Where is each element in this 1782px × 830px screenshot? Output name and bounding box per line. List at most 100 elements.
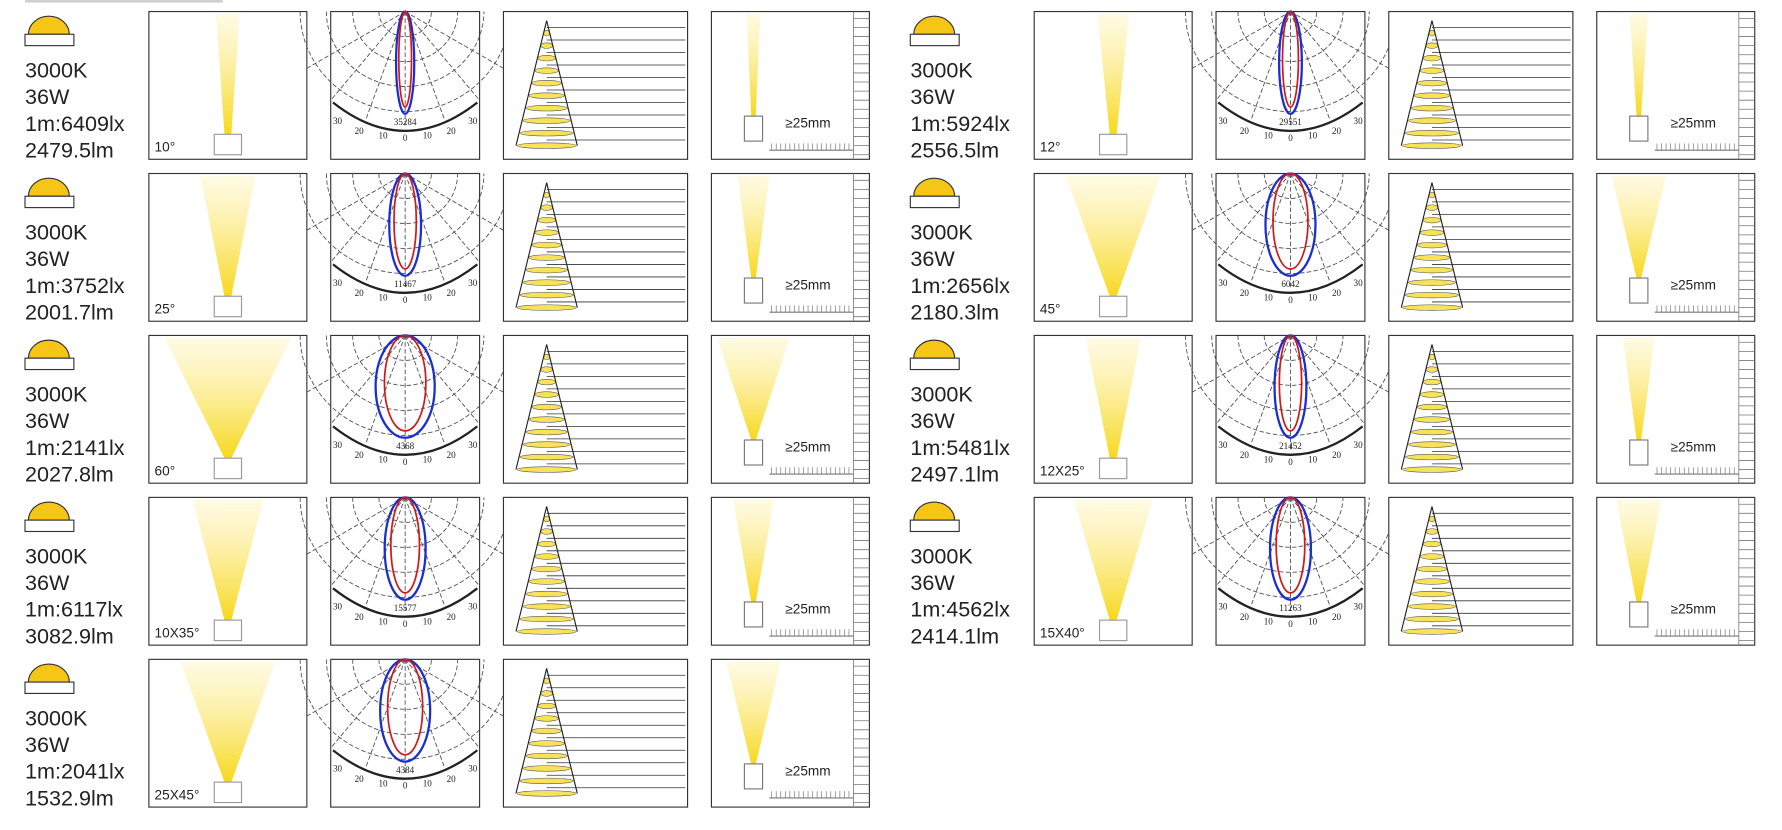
spec-power: 36W [25, 732, 70, 757]
cone-slice [1402, 628, 1462, 635]
cone-slice [1422, 55, 1442, 62]
polar-curve-red [1275, 496, 1306, 594]
polar-spoke [306, 335, 406, 393]
cone-slice [525, 105, 568, 112]
polar-axis-label: 30 [1218, 440, 1228, 450]
polar-axis-label: 20 [1240, 450, 1250, 460]
gap-label: ≥25mm [785, 601, 830, 616]
polar-axis-label: 20 [355, 450, 365, 460]
polar-ring [1211, 173, 1370, 249]
cone-slice [519, 130, 574, 137]
beam-angle: 60° [155, 463, 176, 478]
beam-cone [200, 175, 256, 297]
polar-spoke [404, 658, 504, 717]
lamp-base [909, 357, 960, 371]
polar-spoke [1290, 173, 1390, 231]
install-box [710, 172, 870, 322]
spec-cct: 3000K [25, 543, 88, 568]
polar-axis-label: 30 [468, 764, 478, 774]
cone-slice [1410, 266, 1453, 274]
install-fixture [743, 601, 764, 628]
polar-spoke [331, 659, 406, 747]
beam-angle: 10° [155, 140, 176, 155]
spec-cct: 3000K [910, 543, 973, 568]
cone-slice [1413, 578, 1450, 585]
polar-ring [1237, 335, 1344, 386]
cone-slice [1405, 615, 1459, 623]
spec-illuminance: 1m:6117lx [25, 597, 123, 622]
polar-ring [352, 335, 459, 386]
cone-outline [515, 20, 578, 146]
fixture [1098, 619, 1128, 642]
polar-axis-label: 10 [423, 778, 433, 788]
cone-slice [534, 715, 559, 722]
install-fixture [743, 763, 764, 790]
beam-cone [192, 499, 264, 621]
cone-slice [1408, 279, 1456, 286]
fixture [213, 781, 243, 804]
polar-axis-label: 10 [1264, 617, 1274, 627]
cone-slice [537, 702, 556, 710]
polar-spoke [365, 11, 406, 119]
polar-curve-red [386, 658, 424, 756]
spec-power: 36W [25, 570, 70, 595]
install-fixture [1629, 277, 1649, 304]
cone-slice [522, 603, 571, 610]
polar-spoke [404, 659, 479, 747]
cone-slice [534, 553, 559, 560]
cone-slice [531, 565, 562, 573]
cone-slice [1405, 130, 1459, 137]
polar-axis-label: 30 [333, 116, 343, 126]
polar-spoke [1191, 497, 1291, 555]
polar-curve-red [383, 334, 427, 432]
polar-curve-red [393, 172, 418, 270]
polar-spoke [1290, 11, 1364, 99]
lamp-icon [27, 339, 70, 359]
polar-peak: 4368 [396, 441, 415, 451]
polar-axis-label: 30 [333, 440, 343, 450]
spec-power: 36W [910, 570, 955, 595]
spec-illuminance: 1m:5924lx [910, 111, 1010, 136]
polar-peak: 6042 [1281, 279, 1300, 289]
polar-axis-label: 30 [1354, 116, 1364, 126]
spec-cct: 3000K [910, 57, 973, 82]
polar-axis-label: 10 [1308, 131, 1318, 141]
spec-power: 36W [25, 246, 70, 271]
polar-outer [1217, 425, 1364, 456]
cone-outline [515, 344, 578, 470]
polar-axis-label: 10 [1308, 293, 1318, 303]
polar-ring [325, 11, 485, 88]
polar-curve-red [397, 10, 413, 108]
polar-axis-label: 10 [378, 293, 388, 303]
lamp-icon [27, 15, 70, 35]
polar-axis-label: 30 [1218, 602, 1228, 612]
beam-angle: 25° [155, 301, 176, 316]
polar-spoke [331, 173, 406, 261]
polar-ring [325, 335, 485, 411]
polar-curve-red [1281, 10, 1300, 108]
spec-illuminance: 1m:2041lx [25, 759, 125, 784]
polar-axis-label: 20 [1240, 288, 1250, 298]
polar-spoke [1191, 173, 1291, 231]
cone-slice [534, 391, 559, 398]
cone-slice [1413, 254, 1450, 261]
install-cone [737, 175, 770, 279]
polar-spoke [404, 173, 479, 261]
polar-axis-label: 20 [447, 450, 457, 460]
fixture [213, 295, 243, 318]
beam-angle: 15X40° [1040, 625, 1085, 640]
polar-axis-label: 0 [403, 133, 408, 143]
polar-axis-label: 0 [1288, 457, 1293, 467]
polar-spoke [331, 335, 406, 423]
polar-spoke [331, 497, 406, 585]
cone-slice [531, 403, 562, 411]
polar-axis-label: 30 [1218, 278, 1228, 288]
polar-peak: 21452 [1279, 441, 1302, 451]
polar-ring [352, 659, 459, 710]
cone-slice [1410, 428, 1453, 436]
cone-slice [1405, 291, 1459, 299]
